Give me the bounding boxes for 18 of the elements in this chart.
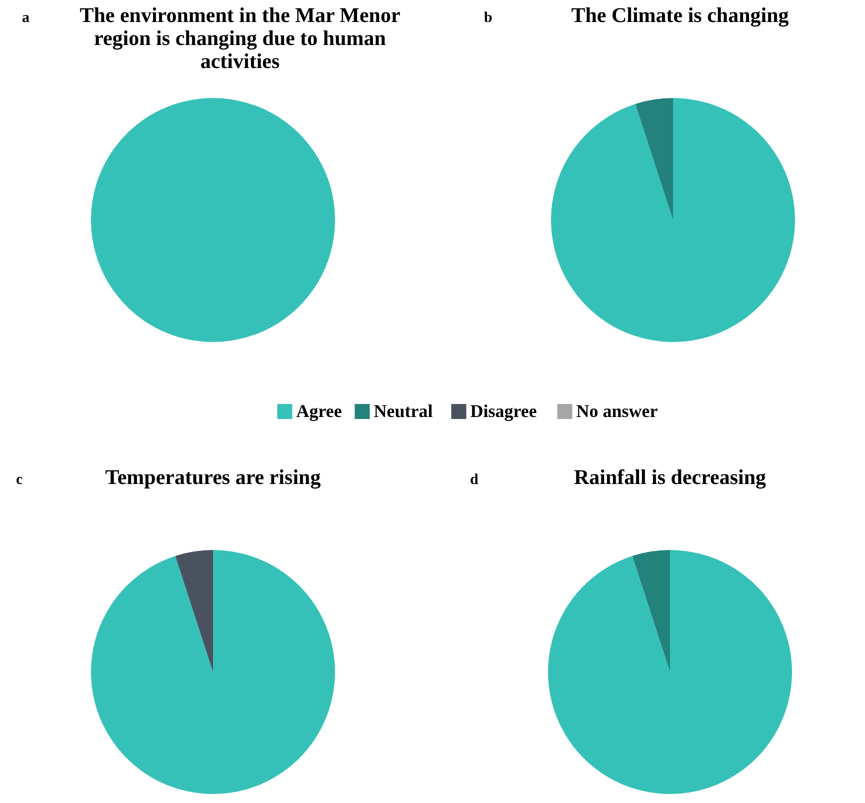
chart-title: Temperatures are rising [105,465,322,489]
chart-title: Rainfall is decreasing [574,465,767,489]
text: c [16,472,23,488]
chart-title: The Climate is changing [571,3,790,27]
pie-slice [635,98,673,220]
chart-title: The environment in the Mar Menor region is changing due to human activities [80,3,400,73]
text: d [470,472,479,488]
pie-slice [548,550,792,794]
pie-slice [551,98,795,342]
legend-label: No answer [576,401,658,421]
pie-slice [91,550,335,794]
pie-slice [175,550,213,672]
pie-slice [632,550,670,672]
text: b [484,10,492,26]
text: a [22,10,30,26]
legend-label: Neutral [374,401,433,421]
legend-label: Agree [296,401,342,421]
legend-label: Disagree [470,401,537,421]
